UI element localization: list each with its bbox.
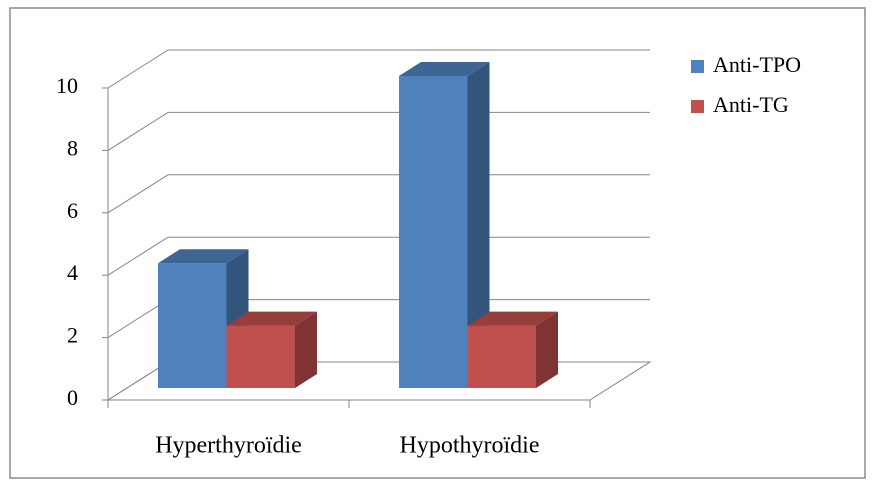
bar-top [399, 62, 490, 76]
legend-swatch [691, 60, 704, 73]
bar-side [536, 311, 558, 388]
y-tick-label: 10 [56, 73, 78, 98]
bar [467, 325, 536, 388]
x-tick-label: Hyperthyroïdie [155, 433, 302, 459]
y-tick-label: 8 [67, 135, 78, 160]
grid-line [107, 49, 169, 89]
legend-swatch [691, 100, 704, 113]
bar [158, 263, 227, 388]
y-tick-label: 4 [67, 260, 78, 285]
legend-label: Anti-TG [713, 92, 789, 117]
bar-side [295, 311, 317, 388]
grid-line [107, 174, 169, 214]
bar-top [226, 311, 317, 326]
legend-label: Anti-TPO [713, 52, 801, 77]
y-tick-label: 2 [67, 323, 78, 348]
bar [399, 76, 468, 388]
grid-line [107, 111, 169, 151]
bar [226, 325, 295, 388]
bar-top [467, 311, 558, 326]
bar-side [467, 62, 490, 388]
y-tick-label: 6 [67, 198, 78, 223]
y-tick-label: 0 [67, 385, 78, 410]
bar-top [158, 249, 249, 264]
x-tick-label: Hypothyroïdie [400, 433, 540, 459]
grid-line [107, 236, 169, 276]
